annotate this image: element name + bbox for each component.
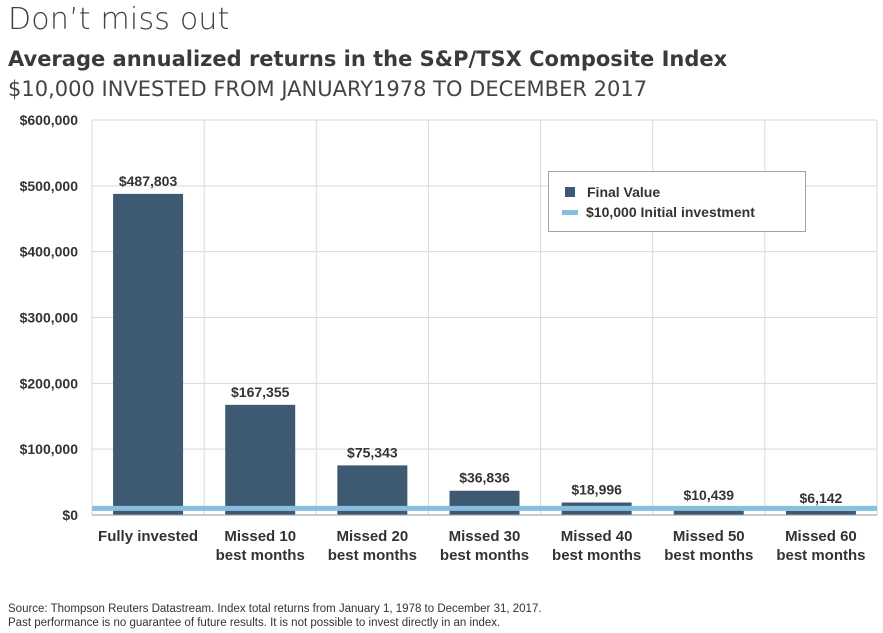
bar-value-label: $36,836 <box>459 470 510 486</box>
x-tick-label: Missed 30 <box>449 528 521 545</box>
y-tick-label: $200,000 <box>20 375 79 391</box>
legend-swatch-line <box>562 209 578 215</box>
x-tick-label: best months <box>776 547 865 564</box>
footnote-disclaimer: Past performance is no guarantee of futu… <box>8 617 501 629</box>
bar-value-label: $167,355 <box>231 384 290 400</box>
legend-label-initial-investment: $10,000 Initial investment <box>586 204 755 220</box>
chart-subtitle: $10,000 INVESTED FROM JANUARY1978 TO DEC… <box>8 77 648 101</box>
y-tick-label: $0 <box>62 507 78 523</box>
y-tick-label: $500,000 <box>20 178 79 194</box>
bar-value-label: $10,439 <box>683 487 734 503</box>
bar <box>785 510 856 515</box>
legend-label-final-value: Final Value <box>587 184 661 200</box>
x-tick-label: Missed 20 <box>336 528 408 545</box>
bar-value-label: $18,996 <box>571 481 622 497</box>
bar-value-label: $487,803 <box>119 173 178 189</box>
chart-legend: Final Value $10,000 Initial investment <box>548 171 806 232</box>
x-tick-label: Missed 60 <box>785 528 857 545</box>
y-tick-label: $400,000 <box>20 244 79 260</box>
x-tick-label: best months <box>440 547 529 564</box>
bar <box>225 404 296 515</box>
bar-value-label: $6,142 <box>800 490 843 506</box>
bar <box>113 193 184 515</box>
legend-item-final-value: Final Value <box>565 184 660 200</box>
x-tick-label: best months <box>328 547 417 564</box>
y-tick-label: $100,000 <box>20 441 79 457</box>
chart-title: Average annualized returns in the S&P/TS… <box>8 47 728 71</box>
footnote-source: Source: Thompson Reuters Datastream. Ind… <box>8 603 542 615</box>
x-tick-label: Missed 50 <box>673 528 745 545</box>
page-heading: Don’t miss out <box>8 2 230 37</box>
x-tick-label: best months <box>664 547 753 564</box>
legend-swatch-bar <box>565 187 575 197</box>
bar <box>449 490 520 515</box>
y-tick-label: $300,000 <box>20 310 79 326</box>
legend-item-initial-investment: $10,000 Initial investment <box>562 204 755 220</box>
x-tick-label: Missed 40 <box>561 528 633 545</box>
x-tick-label: Fully invested <box>98 528 198 545</box>
y-tick-label: $600,000 <box>20 112 79 128</box>
x-tick-label: Missed 10 <box>224 528 296 545</box>
bar <box>673 508 744 515</box>
bar-value-label: $75,343 <box>347 444 398 460</box>
x-tick-label: best months <box>552 547 641 564</box>
x-tick-label: best months <box>216 547 305 564</box>
